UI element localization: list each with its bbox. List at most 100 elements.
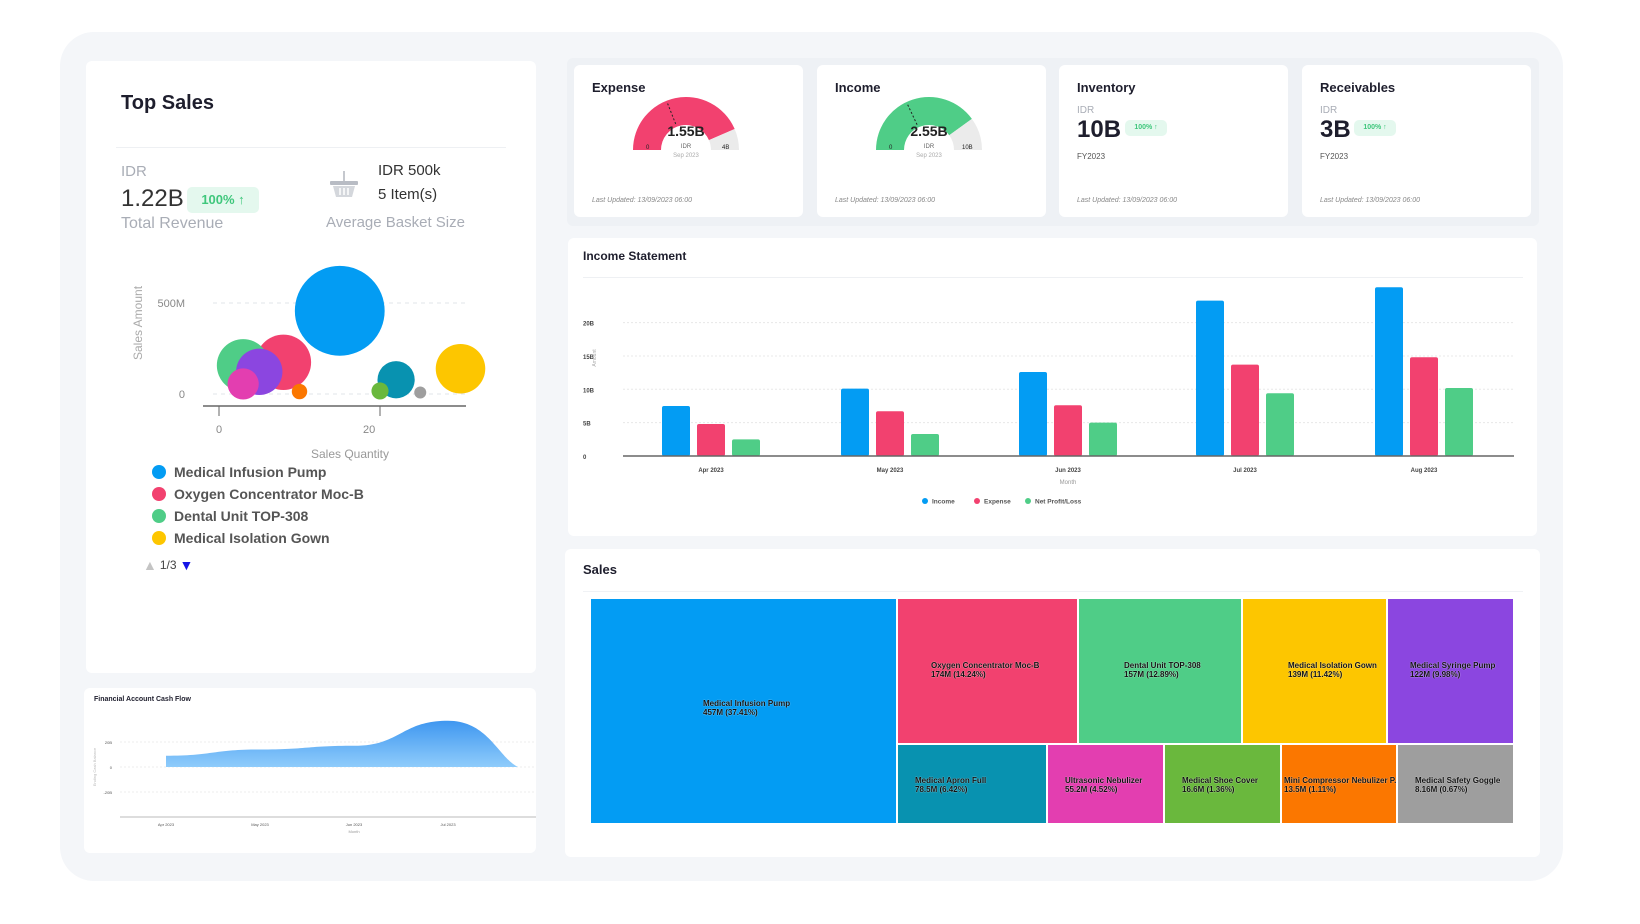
- divider: [116, 147, 506, 148]
- income-gauge: [876, 97, 982, 150]
- x-tick-label: Jul 2023: [1233, 468, 1257, 474]
- bubble-medical-infusion-pump[interactable]: [294, 265, 385, 356]
- legend-label: Oxygen Concentrator Moc-B: [174, 486, 364, 502]
- y-tick-label: 0: [110, 765, 113, 770]
- x-tick-label: Apr 2023: [698, 468, 724, 474]
- inventory-title: Inventory: [1077, 80, 1136, 95]
- bubble-ultrasonic-nebulizer[interactable]: [227, 368, 259, 400]
- legend-label: Income: [932, 499, 955, 506]
- divider: [583, 277, 1523, 278]
- pager-up-icon[interactable]: ▲: [143, 557, 157, 573]
- bar-net-profit-loss-aug-2023[interactable]: [1445, 387, 1473, 456]
- inventory-card: Inventory IDR 10B 100% ↑ FY2023 Last Upd…: [1059, 65, 1288, 217]
- y-tick-label: -20B: [104, 790, 113, 795]
- x-axis-title: Sales Quantity: [311, 447, 389, 461]
- bubble-mini-compressor-nebulizer-p-[interactable]: [291, 383, 308, 400]
- expense-gauge-value: 1.55B: [667, 123, 705, 139]
- treemap-value: 8.16M (0.67%): [1415, 785, 1468, 794]
- bubble-medical-shoe-cover[interactable]: [371, 382, 389, 400]
- treemap-value: 174M (14.24%): [931, 670, 986, 679]
- legend-item[interactable]: Dental Unit TOP-308: [152, 508, 308, 524]
- treemap-tile-medical-apron-full[interactable]: Medical Apron Full 78.5M (6.42%): [897, 744, 1047, 824]
- legend-item[interactable]: Medical Isolation Gown: [152, 530, 330, 546]
- treemap-tile-medical-safety-goggle[interactable]: Medical Safety Goggle 8.16M (0.67%): [1397, 744, 1514, 824]
- treemap-tile-mini-compressor-nebulizer-p-[interactable]: Mini Compressor Nebulizer P... 13.5M (1.1…: [1281, 744, 1397, 824]
- bar-expense-apr-2023[interactable]: [697, 423, 725, 456]
- legend-item[interactable]: Expense: [974, 498, 1011, 506]
- x-tick-label: Jul 2023: [440, 822, 456, 827]
- legend-dot: [152, 509, 166, 523]
- total-revenue-value: 1.22B: [121, 185, 184, 212]
- income-gauge-min: 0: [889, 145, 893, 151]
- income-gauge-max: 10B: [962, 145, 973, 151]
- bar-income-jun-2023[interactable]: [1019, 371, 1047, 456]
- bubble-medical-safety-goggle[interactable]: [414, 386, 427, 399]
- bar-income-apr-2023[interactable]: [662, 405, 690, 456]
- total-revenue-label: Total Revenue: [121, 215, 224, 232]
- sales-treemap: Medical Infusion Pump 457M (37.41%) Oxygen…: [590, 598, 1514, 824]
- y-tick-label: 10B: [583, 388, 595, 394]
- inventory-value: 10B: [1077, 116, 1122, 143]
- income-statement-chart: 0 5B 10B 15B 20B Apr 2023 May 2023 Jun 2023 Jul …: [583, 287, 1514, 506]
- x-axis-title: Month: [1060, 480, 1077, 486]
- legend-label: Net Profit/Loss: [1035, 499, 1082, 506]
- bar-expense-jun-2023[interactable]: [1054, 405, 1082, 456]
- x-tick-label: May 2023: [251, 822, 269, 827]
- cash-flow-chart: 20B 0 -20B Apr 2023 May 2023 Jun 2023 Ju…: [92, 720, 536, 834]
- divider: [583, 591, 1523, 592]
- bar-expense-may-2023[interactable]: [876, 411, 904, 456]
- treemap-label: Dental Unit TOP-308: [1124, 661, 1201, 670]
- y-axis-title: Amount: [592, 349, 598, 367]
- legend-dot: [152, 465, 166, 479]
- treemap-tile-medical-infusion-pump[interactable]: Medical Infusion Pump 457M (37.41%): [590, 598, 897, 824]
- treemap-tile-medical-shoe-cover[interactable]: Medical Shoe Cover 16.6M (1.36%): [1164, 744, 1281, 824]
- x-tick-label: May 2023: [877, 468, 904, 474]
- y-tick-label: 20B: [105, 740, 112, 745]
- bubble-medical-isolation-gown[interactable]: [435, 343, 486, 394]
- top-sales-card: Top Sales IDR 1.22B 100% ↑ Total Revenue…: [86, 61, 536, 673]
- x-tick-label: 0: [216, 424, 222, 436]
- bar-income-jul-2023[interactable]: [1196, 300, 1224, 456]
- receivables-title: Receivables: [1320, 80, 1396, 95]
- treemap-tile-dental-unit-top-308[interactable]: Dental Unit TOP-308 157M (12.89%): [1078, 598, 1242, 744]
- inventory-period: FY2023: [1077, 152, 1106, 161]
- receivables-change-badge: 100% ↑: [1354, 120, 1396, 136]
- last-updated: Last Updated: 13/09/2023 06:00: [835, 197, 936, 204]
- treemap-value: 139M (11.42%): [1288, 670, 1343, 679]
- legend-item[interactable]: Net Profit/Loss: [1025, 498, 1082, 506]
- legend-dot: [1025, 498, 1031, 504]
- legend-label: Medical Isolation Gown: [174, 530, 330, 546]
- income-title: Income: [835, 80, 881, 95]
- treemap-label: Medical Apron Full: [915, 776, 987, 785]
- legend-pager: ▲ 1/3 ▼: [143, 557, 193, 573]
- treemap-label: Oxygen Concentrator Moc-B: [931, 661, 1040, 670]
- treemap-value: 16.6M (1.36%): [1182, 785, 1235, 794]
- gauge-fill: [876, 97, 972, 150]
- bar-income-aug-2023[interactable]: [1375, 287, 1403, 456]
- legend-item[interactable]: Income: [922, 498, 955, 506]
- revenue-change-badge: 100% ↑: [187, 187, 259, 213]
- bar-net-profit-loss-jun-2023[interactable]: [1089, 422, 1117, 456]
- treemap-value: 13.5M (1.11%): [1284, 785, 1337, 794]
- bar-net-profit-loss-apr-2023[interactable]: [732, 439, 760, 456]
- treemap-tile-oxygen-concentrator-moc-b[interactable]: Oxygen Concentrator Moc-B 174M (14.24%): [897, 598, 1078, 744]
- treemap-tile-medical-isolation-gown[interactable]: Medical Isolation Gown 139M (11.42%): [1242, 598, 1387, 744]
- y-axis-title: Sales Amount: [131, 285, 145, 360]
- legend-item[interactable]: Medical Infusion Pump: [152, 464, 326, 480]
- bar-expense-aug-2023[interactable]: [1410, 357, 1438, 456]
- bar-net-profit-loss-may-2023[interactable]: [911, 433, 939, 456]
- x-tick-label: 20: [363, 424, 375, 436]
- legend-item[interactable]: Oxygen Concentrator Moc-B: [152, 486, 364, 502]
- treemap-tile-medical-syringe-pump[interactable]: Medical Syringe Pump 122M (9.98%): [1387, 598, 1514, 744]
- expense-gauge: [633, 97, 739, 150]
- bar-expense-jul-2023[interactable]: [1231, 364, 1259, 456]
- legend-label: Expense: [984, 499, 1011, 506]
- expense-card: Expense 1.55B IDR Sep 2023 0 4B Last Upd…: [574, 65, 803, 217]
- bar-net-profit-loss-jul-2023[interactable]: [1266, 393, 1294, 456]
- bar-income-may-2023[interactable]: [841, 388, 869, 456]
- pager-down-icon[interactable]: ▼: [179, 557, 194, 573]
- treemap-tile-ultrasonic-nebulizer[interactable]: Ultrasonic Nebulizer 55.2M (4.52%): [1047, 744, 1164, 824]
- treemap-label: Medical Shoe Cover: [1182, 776, 1259, 785]
- treemap-label: Medical Infusion Pump: [703, 699, 791, 708]
- expense-gauge-unit: IDR: [680, 144, 692, 150]
